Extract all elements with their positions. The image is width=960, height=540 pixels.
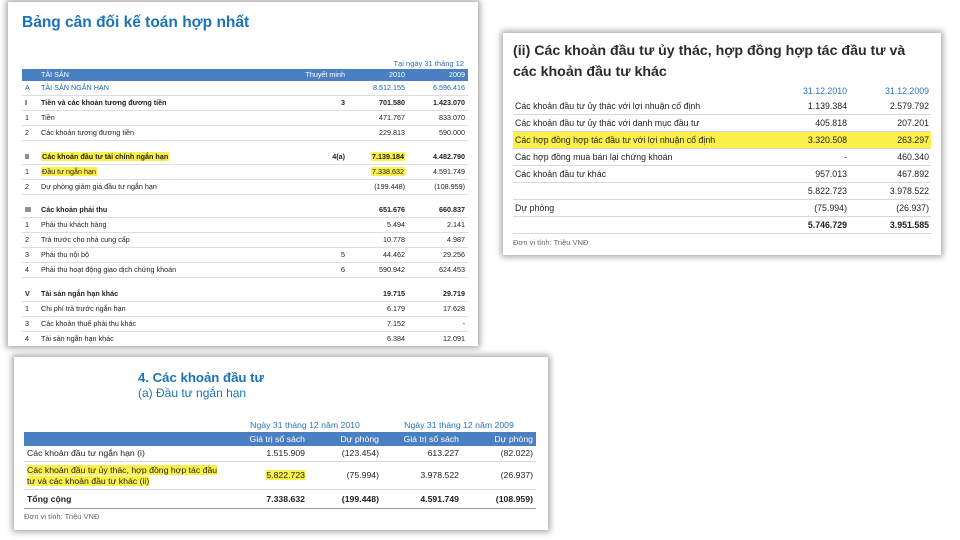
investments-table: Ngày 31 tháng 12 năm 2010 Ngày 31 tháng … xyxy=(24,418,536,509)
col-2009: 2009 xyxy=(408,69,468,81)
col-provision-2010: Dự phòng xyxy=(308,432,382,446)
table-row: Các khoản đầu tư ủy thác, hợp đồng hợp t… xyxy=(24,461,536,490)
col-2010: 2010 xyxy=(348,69,408,81)
table-row: 1 Chi phí trả trước ngắn hạn 6.179 17.628 xyxy=(22,301,468,317)
col-note: Thuyết minh xyxy=(258,69,348,81)
table-row: 5.822.723 3.978.522 xyxy=(513,182,931,201)
table-row: 4 Phải thu hoạt động giao dịch chứng khoá… xyxy=(22,262,468,279)
investments-subtitle: (a) Đầu tư ngắn hạn xyxy=(138,386,247,400)
balance-sheet-table: TÀI SẢN Thuyết minh 2010 2009 A TÀI SẢN N… xyxy=(22,69,468,346)
table-row: Các khoản đầu tư ủy thác với lợi nhuận c… xyxy=(513,98,931,116)
table-row: Các khoản đầu tư ủy thác với danh mục đầ… xyxy=(513,114,931,133)
table-row: A TÀI SẢN NGẮN HẠN 8.512.155 6.596.416 xyxy=(22,81,468,97)
spacer-row xyxy=(22,141,468,150)
balance-sheet-title: Bảng cân đối kế toán hợp nhất xyxy=(22,14,250,31)
table-row: 2 Dự phòng giảm giá đầu tư ngắn hạn (199.4… xyxy=(22,179,468,195)
investments-header: Giá trị sổ sách Dự phòng Giá trị sổ sách… xyxy=(24,432,536,446)
balance-sheet-date: Tại ngày 31 tháng 12 xyxy=(393,59,464,68)
table-row: 3 Phải thu nội bộ 5 44.462 29.256 xyxy=(22,247,468,264)
group-2010: Ngày 31 tháng 12 năm 2010 xyxy=(250,420,360,430)
unit-note: Đơn vị tính: Triệu VNĐ xyxy=(24,512,100,521)
table-row: 5.746.729 3.951.585 xyxy=(513,216,931,235)
highlighted-text: 7.338.632 xyxy=(371,166,405,176)
table-row: Các khoản đầu tư ngắn hạn (i) 1.515.909 … xyxy=(24,446,536,462)
table-row: Các khoản đầu tư khác 957.013 467.892 xyxy=(513,165,931,184)
spacer-row xyxy=(22,194,468,203)
highlighted-text: Các khoản đầu tư tài chính ngắn hạn xyxy=(41,151,170,161)
spacer-row xyxy=(22,278,468,287)
balance-sheet-header: TÀI SẢN Thuyết minh 2010 2009 xyxy=(22,69,468,81)
investments-group-header: Ngày 31 tháng 12 năm 2010 Ngày 31 tháng … xyxy=(24,418,536,432)
table-row: Các hợp đồng mua bán lại chứng khoán -460… xyxy=(513,148,931,167)
table-row: 1 Phải thu khách hàng 5.494 2.141 xyxy=(22,217,468,234)
table-row: 2 Trả trước cho nhà cung cấp 10.778 4.987 xyxy=(22,232,468,249)
col-31-12-2009: 31.12.2009 xyxy=(884,86,929,96)
col-31-12-2010: 31.12.2010 xyxy=(802,86,847,96)
col-book-2010: Giá trị sổ sách xyxy=(228,432,308,446)
trust-investments-header: 31.12.2010 31.12.2009 xyxy=(513,85,931,98)
group-2009: Ngày 31 tháng 12 năm 2009 xyxy=(404,420,514,430)
col-provision-2009: Dự phòng xyxy=(462,432,536,446)
col-assets: TÀI SẢN xyxy=(38,69,258,81)
table-row: III Các khoản phải thu 651.676 660.837 xyxy=(22,203,468,219)
trust-investments-title: (ii) Các khoản đầu tư ủy thác, hợp đồng … xyxy=(513,43,906,80)
table-row: I Tiền và các khoản tương đương tiền 3 701.… xyxy=(22,95,468,112)
trust-investments-panel: (ii) Các khoản đầu tư ủy thác, hợp đồng … xyxy=(503,33,941,255)
balance-sheet-panel: Bảng cân đối kế toán hợp nhất Tại ngày 3… xyxy=(8,2,478,346)
col-book-2009: Giá trị sổ sách xyxy=(382,432,462,446)
investments-panel: 4. Các khoản đầu tư (a) Đầu tư ngắn hạn … xyxy=(14,357,548,530)
table-row: Dự phòng (75.994) (26.937) xyxy=(513,199,931,218)
trust-investments-table: 31.12.2010 31.12.2009 Các khoản đầu tư ủ… xyxy=(513,85,931,235)
highlighted-text: 7.139.184 xyxy=(371,151,405,161)
table-row: II Các khoản đầu tư tài chính ngắn hạn 4(a… xyxy=(22,149,468,165)
table-row: 1 Đầu tư ngắn hạn 7.338.632 4.591.749 xyxy=(22,164,468,180)
table-row: 1 Tiền 471.767 833.070 xyxy=(22,110,468,127)
table-row: V Tài sản ngắn hạn khác 19.715 29.719 xyxy=(22,286,468,302)
highlighted-text: Đầu tư ngắn hạn xyxy=(41,166,97,176)
table-row: 4 Tài sản ngắn hạn khác 6.384 12.091 xyxy=(22,331,468,346)
table-row: Các hợp đồng hợp tác đầu tư với lợi nhuậ… xyxy=(513,131,931,150)
investments-title: 4. Các khoản đầu tư xyxy=(138,370,265,385)
highlighted-value: 5.822.723 xyxy=(266,470,305,480)
highlighted-text: Các khoản đầu tư ủy thác, hợp đồng hợp t… xyxy=(27,464,218,486)
table-row: 2 Các khoản tương đương tiền 229.813 590.00… xyxy=(22,125,468,142)
total-row: Tổng cộng 7.338.632 (199.448) 4.591.749 … xyxy=(24,489,536,509)
unit-note: Đơn vị tính: Triệu VNĐ xyxy=(513,238,589,248)
table-row: 3 Các khoản thuế phải thu khác 7.152- xyxy=(22,316,468,332)
